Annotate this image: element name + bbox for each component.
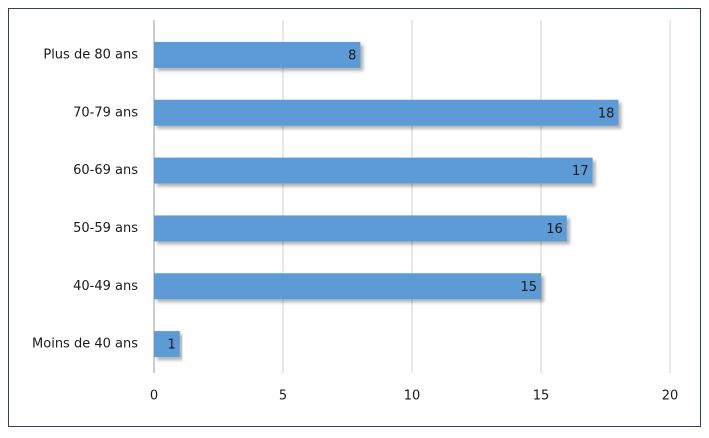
bar xyxy=(154,41,361,68)
bar xyxy=(154,157,593,184)
y-tick-label: Plus de 80 ans xyxy=(43,47,138,62)
bar xyxy=(154,273,541,300)
bar xyxy=(154,99,619,126)
data-label: 17 xyxy=(572,164,589,179)
bar xyxy=(154,331,180,358)
y-tick-label: 70-79 ans xyxy=(73,105,138,120)
y-tick-label: 60-69 ans xyxy=(73,163,138,178)
data-label: 18 xyxy=(598,106,615,121)
x-tick-label: 20 xyxy=(662,389,679,404)
data-label: 1 xyxy=(168,338,176,353)
y-tick-label: 50-59 ans xyxy=(73,221,138,236)
data-label: 16 xyxy=(546,222,563,237)
data-label: 8 xyxy=(348,48,356,63)
x-tick-label: 0 xyxy=(150,389,158,404)
x-tick-label: 5 xyxy=(279,389,287,404)
y-tick-label: 40-49 ans xyxy=(73,279,138,294)
x-tick-label: 15 xyxy=(533,389,550,404)
bar xyxy=(154,215,567,242)
x-tick-label: 10 xyxy=(404,389,421,404)
data-label: 15 xyxy=(520,280,537,295)
y-tick-label: Moins de 40 ans xyxy=(32,337,138,352)
